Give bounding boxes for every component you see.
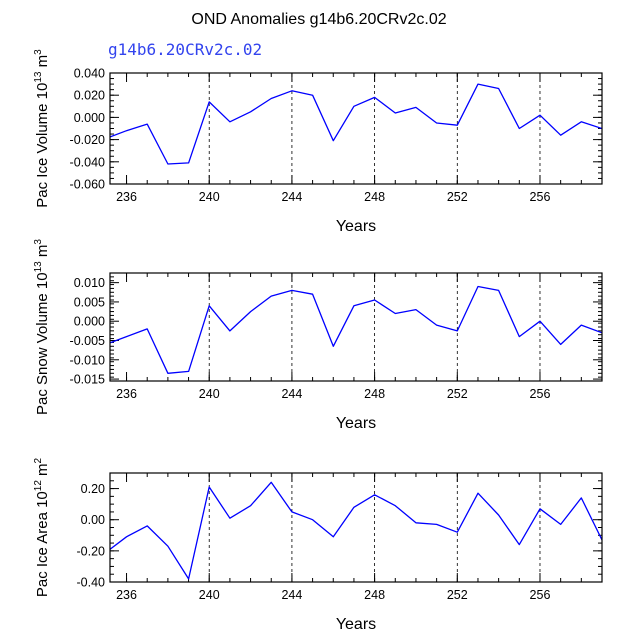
y-axis-label: Pac Ice Volume 1013 m3 <box>33 49 51 208</box>
plot-frame <box>109 72 603 185</box>
y-axis-label-superscript: 13 <box>33 71 44 83</box>
x-tick-label: 256 <box>530 387 551 401</box>
x-tick-label: 256 <box>530 588 551 602</box>
y-axis-label-superscript: 13 <box>33 261 44 273</box>
chart-title: OND Anomalies g14b6.20CRv2c.02 <box>191 11 446 28</box>
y-tick-label: 0.040 <box>74 67 105 81</box>
y-axis-label: Pac Ice Area 1012 m2 <box>33 457 51 597</box>
panel-1: 236 240 244 248 252 256 -0.060 -0.040 -0.020 0.00… <box>33 49 603 235</box>
y-axis-label-part: Pac Ice Volume 10 <box>34 83 51 208</box>
y-axis-label-part: m <box>34 55 51 72</box>
x-tick-label: 252 <box>447 190 468 204</box>
series-line <box>110 285 602 374</box>
y-tick-label: -0.040 <box>70 155 105 169</box>
y-tick-label: -0.010 <box>70 353 105 367</box>
y-axis-label-superscript: 3 <box>33 239 44 245</box>
x-tick-label: 256 <box>530 190 551 204</box>
y-axis-label-superscript: 3 <box>33 49 44 55</box>
y-axis-label-part: Pac Ice Area 10 <box>34 491 51 597</box>
y-tick-label: -0.020 <box>70 133 105 147</box>
y-axis-label-superscript: 12 <box>33 480 44 492</box>
x-tick-label: 236 <box>116 190 137 204</box>
x-tick-label: 236 <box>116 387 137 401</box>
y-tick-label: -0.015 <box>70 373 105 387</box>
x-tick-label: 248 <box>364 190 385 204</box>
x-axis-label: Years <box>336 616 376 633</box>
y-axis-label-part: Pac Snow Volume 10 <box>34 272 51 415</box>
x-tick-label: 248 <box>364 588 385 602</box>
panel-3: 236 240 244 248 252 256 -0.40 -0.20 0.00 0.20 Year… <box>33 457 603 633</box>
y-axis-label: Pac Snow Volume 1013 m3 <box>33 239 51 415</box>
plot-frame <box>109 272 603 382</box>
x-tick-label: 244 <box>281 190 302 204</box>
y-tick-label: 0.005 <box>74 295 105 309</box>
x-tick-label: 236 <box>116 588 137 602</box>
y-axis-label-part: m <box>34 245 51 262</box>
y-tick-label: -0.005 <box>70 334 105 348</box>
series-line <box>110 481 602 580</box>
case-label: g14b6.20CRv2c.02 <box>108 40 262 59</box>
y-tick-label: -0.060 <box>70 178 105 192</box>
y-tick-label: -0.20 <box>77 544 106 558</box>
y-tick-label: 0.00 <box>81 513 105 527</box>
panel-2: 236 240 244 248 252 256 -0.015 -0.010 -0.005 0.00… <box>33 239 603 432</box>
y-tick-label: 0.020 <box>74 89 105 103</box>
y-tick-label: -0.40 <box>77 576 106 590</box>
y-axis-label-superscript: 2 <box>33 457 44 463</box>
y-tick-label: 0.20 <box>81 482 105 496</box>
y-tick-label: 0.000 <box>74 315 105 329</box>
x-tick-label: 240 <box>199 588 220 602</box>
x-tick-label: 252 <box>447 588 468 602</box>
y-axis-label-part: m <box>34 463 51 480</box>
x-tick-label: 240 <box>199 190 220 204</box>
x-axis-label: Years <box>336 415 376 432</box>
plot-frame <box>109 472 603 583</box>
x-tick-label: 248 <box>364 387 385 401</box>
x-tick-label: 244 <box>281 387 302 401</box>
x-tick-label: 244 <box>281 588 302 602</box>
y-tick-label: 0.010 <box>74 276 105 290</box>
x-tick-label: 252 <box>447 387 468 401</box>
series-line <box>110 83 602 165</box>
panels: 236 240 244 248 252 256 -0.060 -0.040 -0.020 0.00… <box>33 49 603 633</box>
x-tick-label: 240 <box>199 387 220 401</box>
y-tick-label: 0.000 <box>74 111 105 125</box>
x-axis-label: Years <box>336 218 376 235</box>
